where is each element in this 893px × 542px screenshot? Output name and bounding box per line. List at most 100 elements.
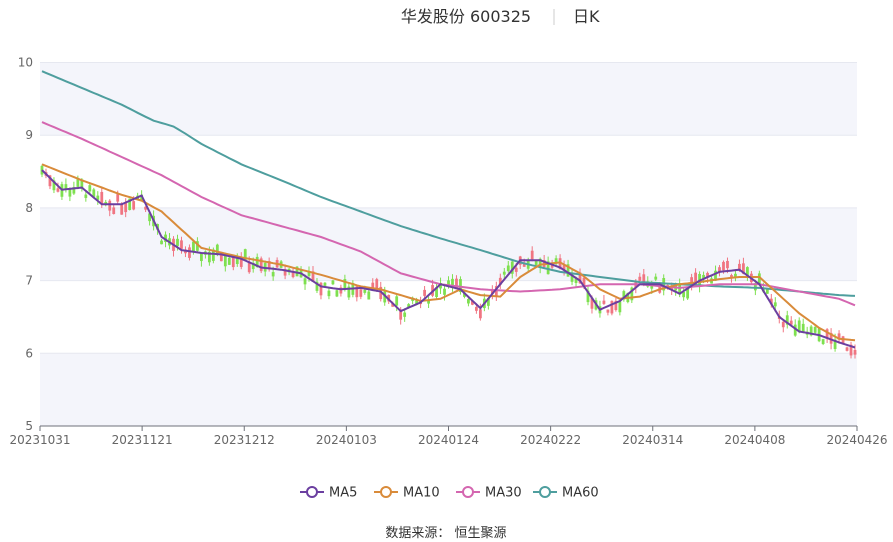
candle-body (231, 256, 235, 268)
legend-label: MA60 (562, 486, 599, 501)
candle-body (773, 302, 777, 307)
candle-body (247, 261, 251, 273)
x-tick-label: 20240103 (316, 433, 377, 447)
candle-body (196, 241, 199, 251)
candle-body (734, 273, 737, 277)
candle-body (219, 254, 223, 262)
candle (319, 281, 323, 300)
legend-item-ma30[interactable]: MA30 (456, 486, 522, 501)
candle-body (602, 300, 606, 304)
candle-body (124, 201, 128, 213)
axes: 5 6 7 8 9 10 20231031 20231121 20231212 20240103 2… (9, 56, 887, 448)
candle-body (259, 258, 263, 272)
candle (718, 265, 721, 277)
candle-body (447, 280, 450, 286)
candle (682, 286, 686, 301)
x-tick-label: 20231121 (112, 433, 173, 447)
candle-body (96, 195, 100, 200)
candle (825, 328, 829, 343)
candle (530, 246, 534, 262)
candle-body (327, 290, 331, 297)
candle-body (68, 188, 72, 197)
candle (475, 305, 478, 314)
candle (789, 316, 793, 326)
candle-body (367, 291, 371, 300)
candle (467, 297, 470, 307)
candle-body (192, 241, 195, 252)
ma-line-ma60 (41, 70, 856, 297)
candle-body (510, 261, 514, 274)
candle-body (690, 277, 694, 285)
candle-body (335, 290, 339, 297)
candle-body (235, 257, 239, 265)
candle (734, 269, 737, 282)
candle (506, 260, 510, 273)
candle-body (88, 185, 92, 192)
candle (686, 287, 690, 300)
candle-body (72, 187, 76, 194)
candle-body (570, 273, 574, 282)
candle (654, 273, 658, 282)
candle-body (738, 263, 741, 271)
candle (606, 309, 610, 316)
candle-body (582, 277, 586, 286)
legend-item-ma5[interactable]: MA5 (300, 486, 357, 501)
candle-body (271, 272, 275, 277)
candle-body (148, 213, 151, 222)
candle-body (144, 206, 148, 210)
candle (327, 287, 331, 300)
x-tick-label: 20231031 (9, 433, 70, 447)
legend-item-ma10[interactable]: MA10 (374, 486, 440, 501)
candle-body (590, 297, 594, 309)
candle-body (355, 286, 359, 298)
candle (451, 274, 454, 292)
candle-body (606, 309, 610, 313)
candle-body (618, 301, 622, 313)
y-tick-label: 8 (25, 201, 33, 215)
candle-body (407, 304, 411, 308)
candle-body (610, 300, 614, 314)
candle-body (578, 272, 582, 284)
y-tick-label: 5 (25, 419, 33, 433)
x-tick-label: 20240314 (622, 433, 683, 447)
candle-body (837, 333, 841, 340)
candle (311, 266, 315, 283)
x-tick-label: 20231212 (214, 433, 275, 447)
candle-body (825, 329, 829, 338)
candle-body (486, 298, 490, 306)
chart-title: 华发股份 600325 (401, 7, 531, 26)
candle-body (853, 349, 857, 355)
candle (359, 288, 363, 300)
candle (849, 341, 853, 359)
candle-body (255, 256, 259, 268)
legend-label: MA30 (485, 486, 522, 501)
candle-body (347, 286, 351, 298)
legend-item-ma60[interactable]: MA60 (533, 486, 599, 501)
candle-body (538, 258, 542, 268)
candle-body (614, 300, 618, 311)
candle-body (455, 278, 458, 290)
candle-body (682, 291, 686, 298)
candle-body (451, 278, 454, 288)
candle-body (630, 287, 634, 301)
candle-body (331, 280, 335, 285)
candle-body (471, 300, 474, 305)
candle (498, 273, 502, 289)
candle-body (714, 270, 717, 281)
candle-body (112, 207, 116, 215)
candle-body (116, 194, 120, 202)
candle-body (686, 287, 690, 299)
candle-body (702, 274, 705, 279)
y-tick-label: 7 (25, 274, 33, 288)
candle (459, 276, 462, 295)
candle-body (574, 278, 578, 283)
candle-body (128, 198, 132, 210)
candle (586, 286, 590, 306)
candle (602, 294, 606, 305)
candle (478, 303, 482, 321)
candle-body (530, 250, 534, 260)
candle-body (742, 263, 745, 274)
ma-line-ma5 (41, 169, 856, 349)
candle (188, 244, 191, 261)
candle (291, 268, 295, 279)
